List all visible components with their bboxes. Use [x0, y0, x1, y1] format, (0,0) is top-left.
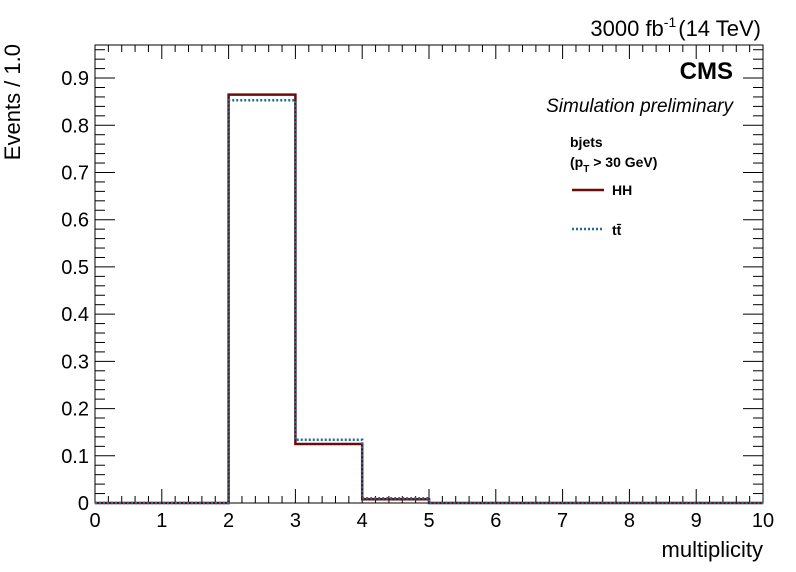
y-tick-label: 0.1 — [61, 446, 89, 468]
legend-header-prefix: (p — [570, 154, 583, 170]
histogram-series-hh — [95, 93, 763, 505]
x-axis-title: multiplicity — [662, 537, 763, 562]
y-axis-title: Events / 1.0 — [0, 44, 25, 160]
y-tick-label: 0 — [78, 493, 89, 515]
x-tick-label: 6 — [490, 510, 501, 532]
x-tick-label: 5 — [423, 510, 434, 532]
lumi-superscript: -1 — [664, 14, 677, 30]
cms-label: CMS — [680, 58, 733, 85]
y-tick-label: 0.6 — [61, 210, 89, 232]
legend-header-line2: (pT > 30 GeV) — [570, 154, 657, 175]
legend-label-ttbar: tt̄ — [612, 222, 622, 238]
x-tick-label: 9 — [691, 510, 702, 532]
x-tick-label: 7 — [557, 510, 568, 532]
y-tick-label: 0.7 — [61, 162, 89, 184]
y-tick-label: 0.2 — [61, 399, 89, 421]
axis-ticks: 0 1 2 3 4 5 6 7 8 9 10 0 0.1 0.2 0.3 0.4 0.5 0.6 0.7 0.8 0.9 — [61, 45, 774, 532]
y-tick-label: 0.3 — [61, 351, 89, 373]
legend-label-hh: HH — [612, 182, 632, 198]
x-tick-label: 3 — [290, 510, 301, 532]
legend-header-sub: T — [583, 164, 589, 175]
x-tick-label: 4 — [357, 510, 368, 532]
legend-header-suffix: > 30 GeV) — [589, 154, 657, 170]
y-tick-label: 0.5 — [61, 257, 89, 279]
x-tick-label: 2 — [223, 510, 234, 532]
x-tick-label: 1 — [156, 510, 167, 532]
histogram-series — [95, 93, 763, 505]
y-tick-label: 0.8 — [61, 115, 89, 137]
legend-header-line1: bjets — [570, 134, 603, 150]
y-tick-label: 0.9 — [61, 68, 89, 90]
simulation-label: Simulation preliminary — [546, 96, 734, 117]
lumi-label: 3000 fb-1(14 TeV) — [590, 14, 761, 41]
legend: bjets (pT > 30 GeV) HH tt̄ — [570, 134, 657, 238]
y-tick-label: 0.4 — [61, 304, 89, 326]
x-tick-label: 10 — [752, 510, 774, 532]
x-tick-label: 8 — [624, 510, 635, 532]
x-tick-label: 0 — [89, 510, 100, 532]
lumi-prefix: 3000 fb — [590, 16, 663, 41]
histogram-series-ttbar — [95, 98, 763, 505]
lumi-suffix: (14 TeV) — [678, 16, 761, 41]
